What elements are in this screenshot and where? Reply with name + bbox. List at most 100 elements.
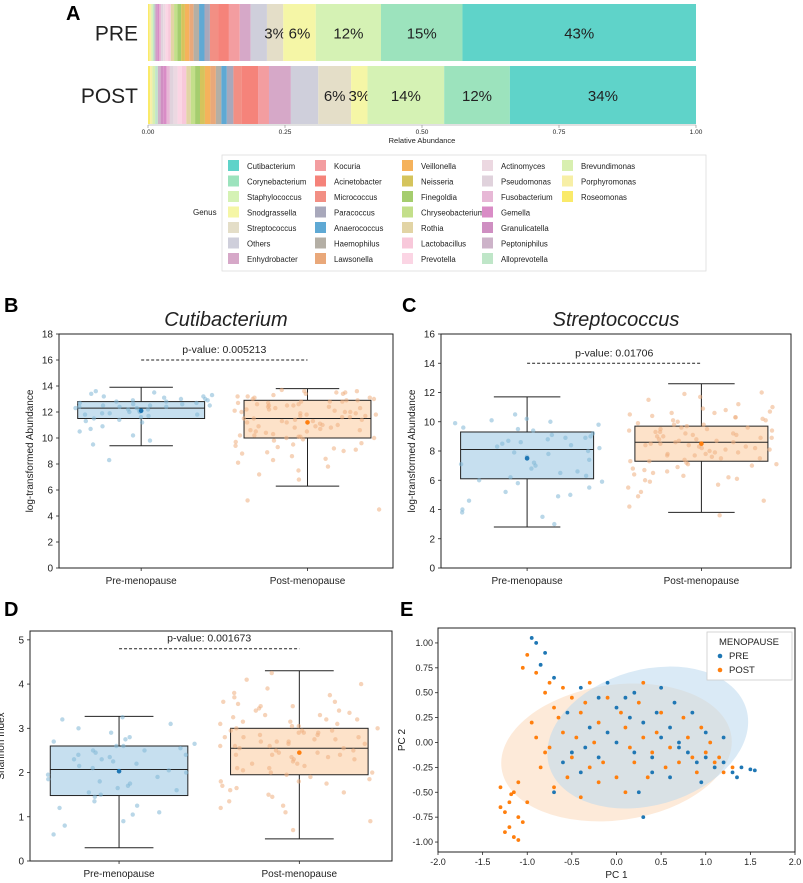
data-point [117, 404, 122, 409]
bar-segment-kocuria [228, 4, 240, 61]
data-point [745, 425, 750, 430]
scatter-point-post [503, 830, 507, 834]
bar-segment-micrococcus [233, 66, 242, 124]
legend-swatch [402, 175, 413, 187]
data-point [627, 412, 633, 417]
data-point [240, 719, 246, 724]
data-point [99, 411, 105, 416]
data-point [326, 404, 332, 409]
data-point [317, 712, 323, 718]
data-point [682, 457, 687, 462]
data-point [127, 734, 132, 740]
data-point [635, 421, 641, 426]
legend-entry: Neisseria [421, 178, 454, 187]
data-point [205, 398, 210, 403]
data-point [648, 441, 653, 446]
scatter-point-post [583, 700, 588, 705]
data-point [333, 737, 338, 742]
x-axis-label: Relative Abundance [389, 136, 456, 145]
scatter-point-pre [578, 770, 583, 775]
mean-marker [305, 420, 310, 425]
data-point [512, 450, 517, 455]
data-point [304, 412, 309, 417]
data-point [263, 430, 269, 435]
data-point [147, 438, 153, 443]
scatter-point-post [668, 745, 672, 750]
data-point [192, 741, 197, 746]
scatter-point-pre [561, 760, 565, 765]
data-point [88, 426, 93, 432]
legend-entry: Kocuria [334, 162, 361, 171]
scatter-point-post [730, 765, 735, 770]
data-point [341, 746, 346, 751]
data-point [291, 403, 296, 408]
data-point [334, 390, 339, 395]
x-tick-label: -1.5 [475, 857, 491, 867]
scatter-point-pre [627, 715, 632, 720]
data-point [284, 420, 289, 425]
scatter-point-pre [712, 765, 717, 770]
data-point [107, 754, 112, 760]
scatter-point-pre [596, 755, 601, 760]
data-point [647, 479, 653, 484]
scatter-point-pre [614, 705, 619, 710]
data-point [98, 792, 103, 797]
data-point [709, 454, 715, 460]
scatter-point-post [601, 760, 606, 765]
data-point [664, 453, 670, 458]
scatter-point-pre [569, 750, 574, 755]
data-point [767, 447, 772, 452]
data-point [60, 717, 65, 722]
data-point [647, 459, 652, 464]
bar-segment-alloprevotella [152, 4, 155, 61]
scatter-point-post [552, 785, 556, 790]
y-tick-label: 1 [18, 812, 24, 823]
scatter-point-post [623, 725, 628, 730]
data-point [367, 776, 372, 782]
data-point [194, 400, 199, 406]
scatter-point-pre [641, 720, 646, 725]
data-point [235, 701, 241, 707]
bar-segment-label: 12% [333, 26, 363, 43]
data-point [265, 400, 271, 406]
legend-marker-post [717, 667, 723, 673]
data-point [134, 803, 140, 808]
data-point [459, 510, 465, 515]
pvalue-label: p-value: 0.005213 [182, 344, 266, 356]
plot-frame [58, 333, 394, 569]
data-point [127, 781, 133, 786]
data-point [134, 405, 140, 411]
scatter-point-post [511, 835, 516, 839]
scatter-point-pre [668, 775, 672, 780]
legend-swatch [228, 222, 239, 233]
pvalue-label: p-value: 0.001673 [167, 633, 251, 645]
scatter-point-pre [587, 725, 592, 730]
data-point [354, 389, 360, 394]
legend-entry: Actinomyces [501, 162, 545, 171]
scatter-point-post [636, 700, 641, 705]
data-point [759, 390, 764, 395]
data-point [71, 757, 77, 762]
bar-segment-brevundimonas [152, 66, 156, 124]
data-point [249, 761, 255, 766]
bar-segment-paracoccus [226, 66, 234, 124]
scatter-point-pre [654, 710, 659, 715]
scatter-point-pre [690, 710, 695, 715]
data-point [494, 444, 500, 449]
bar-segment-prevotella [177, 66, 182, 124]
y-tick-label: 0 [429, 564, 435, 575]
scatter-point-pre [686, 750, 690, 755]
scatter-point-post [587, 680, 592, 685]
data-point [335, 422, 340, 428]
data-point [357, 428, 363, 433]
scatter-point-pre [672, 700, 677, 705]
data-point [515, 480, 521, 486]
data-point [362, 741, 367, 746]
data-point [730, 431, 736, 436]
data-point [653, 429, 658, 435]
scatter-point-post [686, 735, 690, 740]
data-point [515, 426, 521, 432]
data-point [718, 456, 724, 461]
bar-segment-alloprevotella [155, 66, 158, 124]
data-point [774, 461, 779, 467]
